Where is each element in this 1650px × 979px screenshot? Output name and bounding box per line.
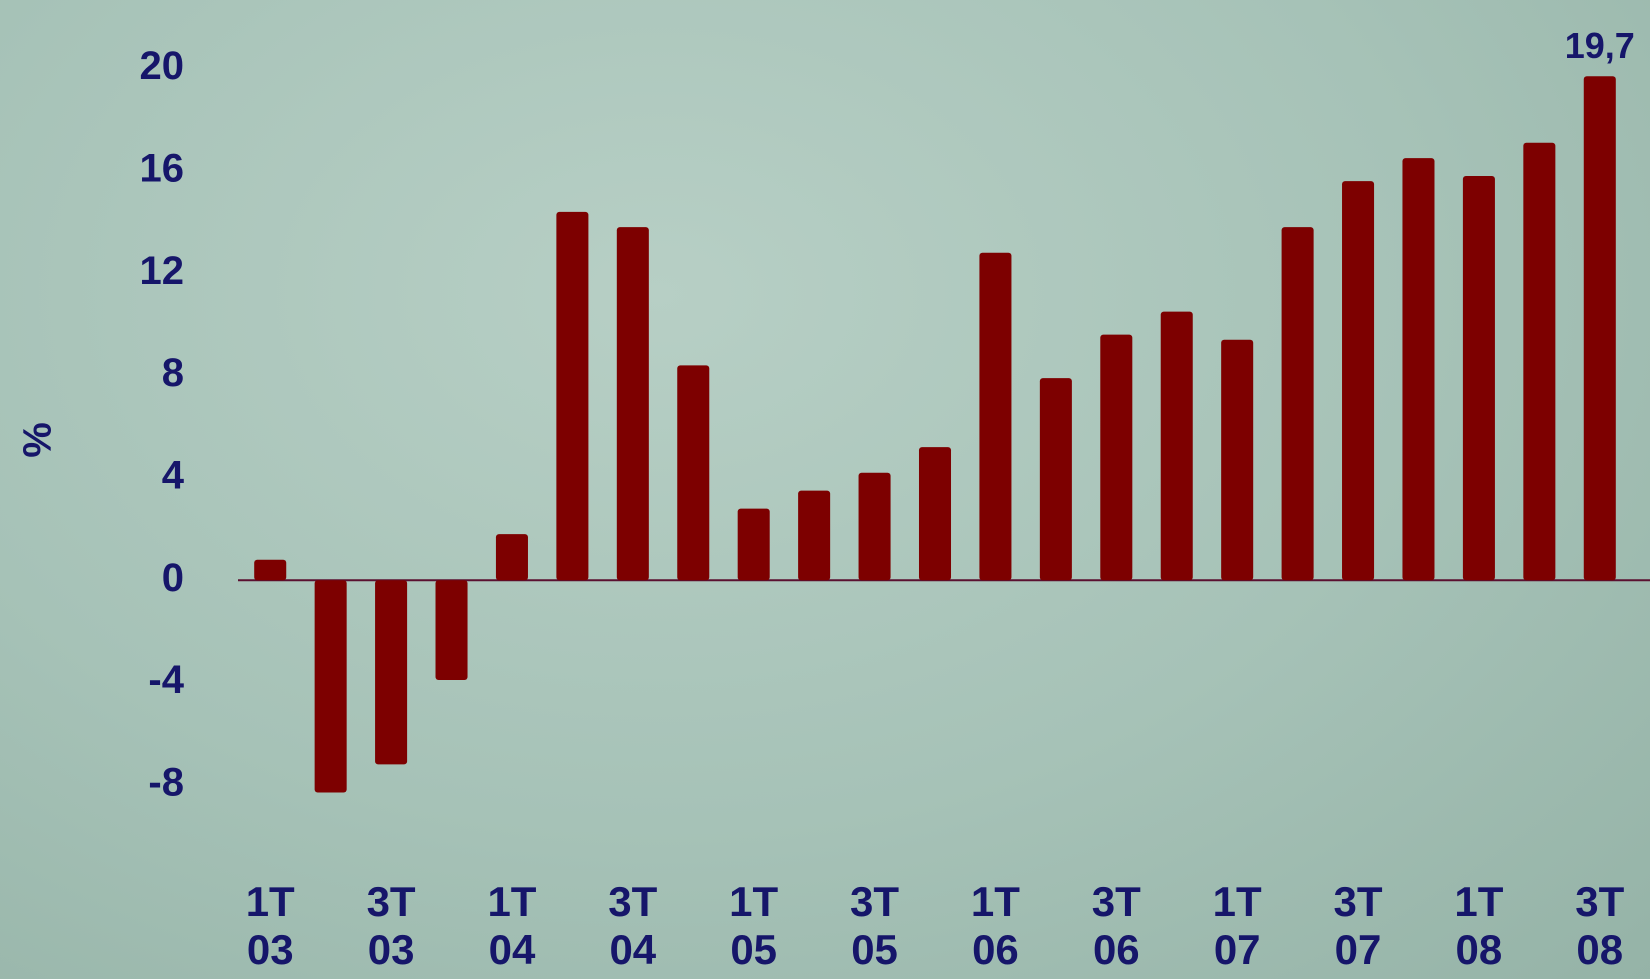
bar (798, 490, 831, 581)
x-tick-label: 3T 03 (366, 878, 416, 973)
bar (1281, 227, 1314, 581)
bar (556, 211, 589, 581)
bar (1342, 181, 1375, 581)
y-tick-label: 8 (162, 351, 184, 395)
bar (1160, 311, 1193, 581)
x-tick-label: 1T 03 (245, 878, 295, 973)
x-tick-label: 1T 08 (1454, 878, 1504, 973)
x-tick-label: 1T 05 (729, 878, 779, 973)
y-tick-label: 16 (140, 146, 185, 190)
bar (1523, 142, 1556, 581)
x-tick-label: 3T 06 (1091, 878, 1141, 973)
bar (1221, 339, 1254, 581)
bar (737, 508, 770, 581)
y-tick-label: -8 (148, 760, 184, 804)
y-tick-label: 4 (162, 453, 185, 497)
bar (314, 580, 347, 793)
bar (979, 252, 1012, 581)
y-tick-label: 0 (162, 556, 184, 600)
bar (918, 447, 952, 581)
x-tick-label: 3T 05 (850, 878, 900, 973)
bar (677, 365, 710, 581)
x-tick-label: 1T 06 (970, 878, 1020, 973)
y-axis-label: % (16, 422, 60, 458)
x-tick-label: 1T 07 (1212, 878, 1262, 973)
x-tick-label: 3T 04 (608, 878, 658, 973)
y-tick-label: 12 (140, 249, 185, 293)
bar (858, 472, 891, 581)
y-tick-label: 20 (140, 44, 185, 88)
bar (1462, 176, 1495, 581)
bar (435, 580, 468, 680)
bar (1039, 378, 1072, 581)
bar (495, 534, 528, 581)
x-tick-label: 3T 07 (1333, 878, 1383, 973)
x-tick-label: 3T 08 (1575, 878, 1625, 973)
x-tick-label: 1T 04 (487, 878, 537, 973)
value-label: 19,7 (1565, 25, 1635, 66)
bar (1402, 158, 1435, 581)
bar (375, 580, 408, 765)
bar (616, 227, 649, 581)
bar (1583, 76, 1616, 581)
y-tick-label: -4 (148, 658, 184, 702)
bar (254, 559, 287, 581)
bar (1100, 334, 1133, 581)
